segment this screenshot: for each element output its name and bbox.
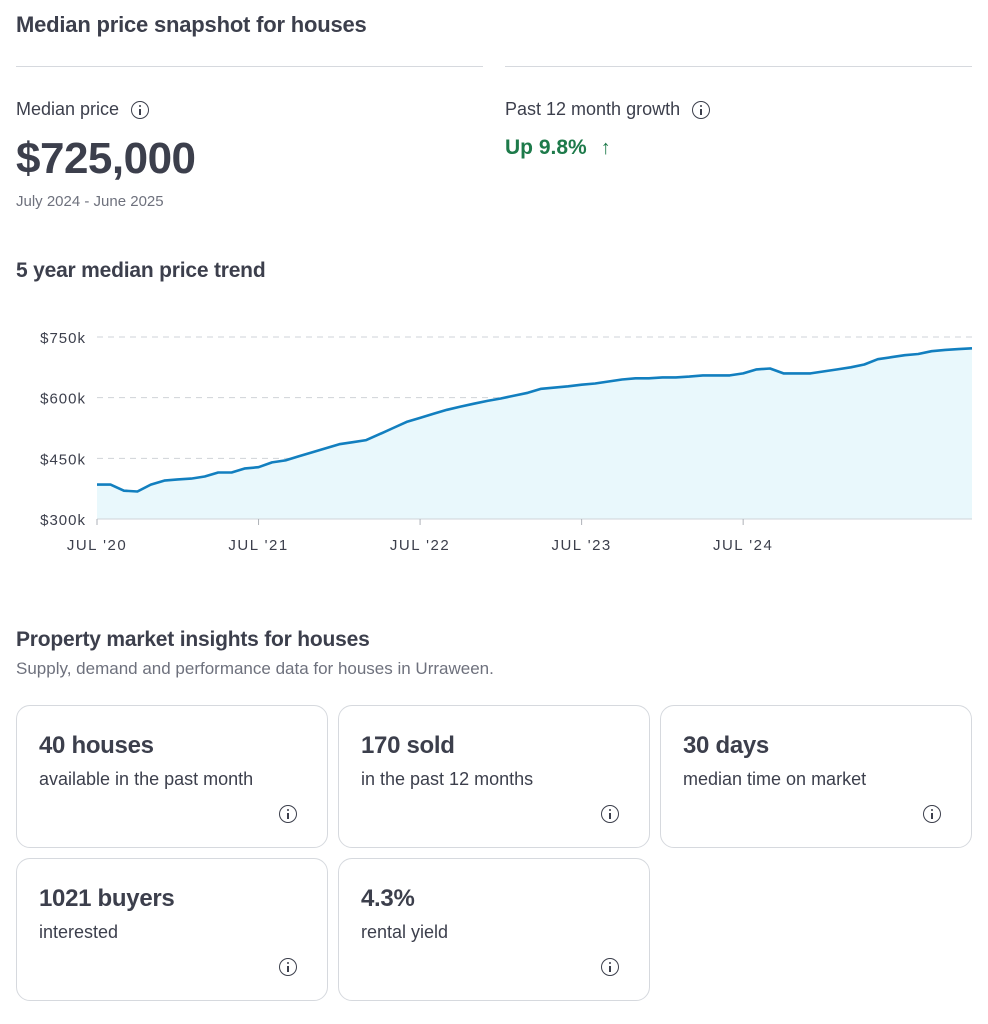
card-value: 4.3% bbox=[361, 885, 415, 912]
x-tick-label: JUL '21 bbox=[228, 537, 288, 554]
x-tick-label: JUL '22 bbox=[390, 537, 450, 554]
info-icon[interactable] bbox=[601, 805, 619, 823]
insights-title: Property market insights for houses bbox=[16, 628, 370, 651]
median-price-label-row: Median price bbox=[16, 99, 150, 120]
median-price-label: Median price bbox=[16, 99, 120, 119]
series-line bbox=[97, 347, 973, 493]
info-icon[interactable] bbox=[692, 100, 711, 119]
growth-label-row: Past 12 month growth bbox=[505, 99, 711, 120]
price-trend-chart: $300k $450k $600k $750k JUL '20 JUL '21 JUL '2… bbox=[40, 330, 973, 554]
x-tick-label: JUL '23 bbox=[551, 537, 611, 554]
info-icon[interactable] bbox=[923, 805, 941, 823]
card-description: median time on market bbox=[683, 769, 867, 789]
y-tick-label: $750k bbox=[40, 330, 86, 347]
card-description: interested bbox=[39, 922, 119, 942]
insight-card-available: 40 houses available in the past month bbox=[16, 705, 328, 848]
insight-card-sold: 170 sold in the past 12 months bbox=[338, 705, 650, 848]
divider bbox=[505, 66, 972, 67]
insights-subtitle: Supply, demand and performance data for … bbox=[16, 659, 494, 678]
y-tick-label: $450k bbox=[40, 451, 86, 468]
card-description: rental yield bbox=[361, 922, 449, 942]
growth-value-row: Up 9.8% ↑ bbox=[505, 136, 611, 160]
insight-card-rental-yield: 4.3% rental yield bbox=[338, 858, 650, 1001]
insight-card-days-on-market: 30 days median time on market bbox=[660, 705, 972, 848]
growth-value: Up 9.8% bbox=[505, 136, 587, 159]
info-icon[interactable] bbox=[279, 805, 297, 823]
y-tick-label: $300k bbox=[40, 512, 86, 529]
card-value: 30 days bbox=[683, 732, 769, 759]
card-value: 1021 buyers bbox=[39, 885, 175, 912]
card-value: 170 sold bbox=[361, 732, 455, 759]
card-description: in the past 12 months bbox=[361, 769, 534, 789]
x-tick-label: JUL '24 bbox=[713, 537, 773, 554]
card-value: 40 houses bbox=[39, 732, 154, 759]
growth-label: Past 12 month growth bbox=[505, 99, 681, 119]
y-tick-label: $600k bbox=[40, 391, 86, 408]
median-price-value: $725,000 bbox=[16, 134, 196, 183]
trend-title: 5 year median price trend bbox=[16, 259, 266, 282]
info-icon[interactable] bbox=[131, 100, 150, 119]
info-icon[interactable] bbox=[601, 958, 619, 976]
snapshot-title: Median price snapshot for houses bbox=[16, 12, 367, 37]
info-icon[interactable] bbox=[279, 958, 297, 976]
insight-card-buyers: 1021 buyers interested bbox=[16, 858, 328, 1001]
card-description: available in the past month bbox=[39, 769, 254, 789]
divider bbox=[16, 66, 483, 67]
area-fill bbox=[97, 348, 972, 519]
arrow-up-icon: ↑ bbox=[600, 136, 611, 159]
median-price-period: July 2024 - June 2025 bbox=[16, 193, 164, 210]
x-tick-label: JUL '20 bbox=[67, 537, 127, 554]
